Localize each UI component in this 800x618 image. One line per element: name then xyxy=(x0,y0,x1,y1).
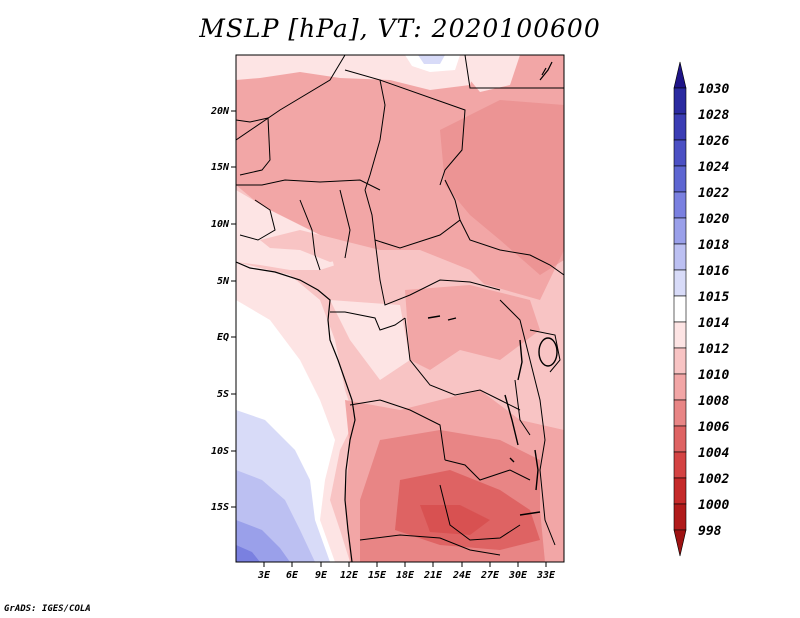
colorbar-swatch xyxy=(673,191,687,219)
colorbar-label: 1014 xyxy=(698,316,729,331)
colorbar-swatch xyxy=(673,321,687,349)
colorbar-swatch xyxy=(673,347,687,375)
map-title: MSLP [hPa], VT: 2020100600 xyxy=(199,14,601,43)
lon-label: 21E xyxy=(423,570,443,581)
colorbar-swatch xyxy=(673,503,687,531)
lat-label: 10N xyxy=(211,219,230,230)
colorbar-swatch xyxy=(673,87,687,115)
colorbar-label: 1012 xyxy=(698,342,729,357)
colorbar-label: 1020 xyxy=(698,212,729,227)
colorbar-label: 1008 xyxy=(698,394,729,409)
colorbar-swatch xyxy=(673,425,687,453)
lon-label: 27E xyxy=(480,570,500,581)
colorbar-swatch xyxy=(673,61,687,89)
colorbar-swatch xyxy=(673,373,687,401)
colorbar-label: 1006 xyxy=(698,420,729,435)
colorbar-swatch xyxy=(673,399,687,427)
colorbar-swatch xyxy=(673,477,687,505)
lakes xyxy=(427,315,558,516)
colorbar-swatch xyxy=(673,113,687,141)
lon-label: 12E xyxy=(340,570,359,581)
colorbar-label: 1022 xyxy=(698,186,729,201)
colorbar-label: 1024 xyxy=(698,160,729,175)
colorbar-label: 1000 xyxy=(698,498,729,513)
lon-label: 30E xyxy=(508,570,528,581)
colorbar-label: 998 xyxy=(698,524,722,539)
footer-credit: GrADS: IGES/COLA xyxy=(4,604,91,614)
colorbar-label: 1015 xyxy=(698,290,729,305)
lon-label: 24E xyxy=(452,570,472,581)
lat-axis: 20N 15N 10N 5N EQ 5S 10S 15S xyxy=(210,106,236,513)
lon-label: 18E xyxy=(396,570,415,581)
colorbar-swatch xyxy=(673,451,687,479)
colorbar-label: 1018 xyxy=(698,238,729,253)
lon-axis: 3E 6E 9E 12E 15E 18E 21E 24E 27E 30E 33E xyxy=(257,562,556,581)
country-borders xyxy=(236,55,564,556)
colorbar-label: 1004 xyxy=(698,446,729,461)
colorbar-swatch xyxy=(673,269,687,297)
colorbar-swatch xyxy=(673,295,687,323)
lat-label: 10S xyxy=(211,446,229,457)
colorbar-label: 1002 xyxy=(698,472,729,487)
colorbar-swatch xyxy=(673,243,687,271)
pressure-field xyxy=(236,55,564,562)
lon-label: 3E xyxy=(257,570,271,581)
lat-label: 15N xyxy=(211,162,230,173)
coastline xyxy=(236,61,553,562)
lat-label: 5S xyxy=(217,389,229,400)
lat-label: 5N xyxy=(217,276,230,287)
lat-label: EQ xyxy=(217,332,229,343)
colorbar-swatch xyxy=(673,165,687,193)
lat-label: 20N xyxy=(210,106,230,117)
colorbar: 1030 1028 1026 1024 1022 1020 1018 1016 1015 1014… xyxy=(673,61,729,557)
colorbar-label: 1030 xyxy=(698,82,729,97)
colorbar-label: 1026 xyxy=(698,134,729,149)
map-frame xyxy=(235,54,565,563)
colorbar-label: 1016 xyxy=(698,264,729,279)
lat-label: 15S xyxy=(211,502,229,513)
lon-label: 15E xyxy=(368,570,387,581)
colorbar-swatch xyxy=(673,217,687,245)
lon-label: 33E xyxy=(536,570,556,581)
lon-label: 9E xyxy=(315,570,328,581)
colorbar-label: 1028 xyxy=(698,108,729,123)
colorbar-label: 1010 xyxy=(698,368,729,383)
colorbar-swatch xyxy=(673,139,687,167)
colorbar-swatch xyxy=(673,529,687,557)
lon-label: 6E xyxy=(286,570,299,581)
